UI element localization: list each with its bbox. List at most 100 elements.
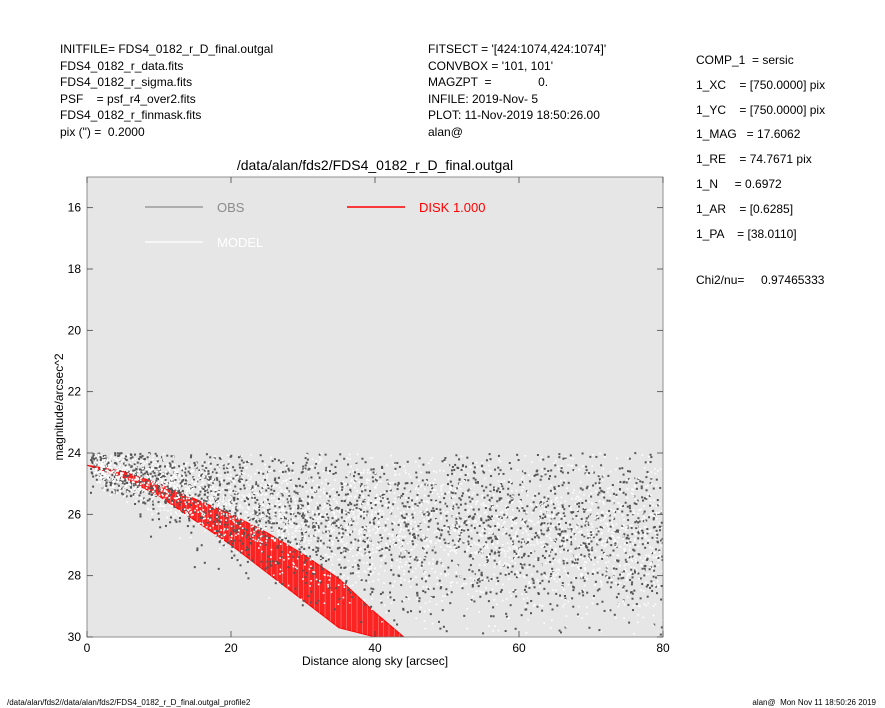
model-point [550,500,553,502]
obs-point [237,523,240,526]
model-point [622,535,625,537]
obs-point [202,488,205,491]
obs-point [624,501,627,504]
obs-point [315,521,318,524]
obs-point [222,505,225,508]
obs-point [310,590,313,593]
model-point [186,490,189,492]
obs-point [546,543,549,546]
model-point [440,517,442,520]
model-point [143,498,146,501]
model-point [456,514,459,516]
model-point [339,558,341,561]
model-point [501,544,504,546]
obs-point [543,556,546,559]
obs-point [406,501,409,504]
obs-point [490,475,493,478]
model-point [361,486,363,488]
model-point [425,483,428,486]
model-point [613,537,615,539]
model-point [173,497,176,499]
obs-point [480,571,483,574]
model-point [447,464,450,466]
model-point [112,490,115,492]
model-point [525,632,528,634]
obs-point [635,527,638,530]
model-point [542,525,545,528]
model-point [408,597,410,600]
model-point [296,525,299,528]
model-point [645,581,647,583]
model-point [585,473,588,475]
obs-point [654,576,657,579]
obs-point [363,511,366,514]
obs-point [313,534,316,537]
obs-point [320,563,323,566]
model-point [472,492,475,494]
obs-point [464,520,467,523]
model-point [476,466,479,468]
model-point [131,478,134,481]
obs-point [144,502,147,505]
model-point [139,479,142,482]
model-point [307,539,310,542]
obs-point [419,538,422,541]
model-point [294,535,296,537]
model-point [258,525,261,528]
obs-point [487,600,490,603]
obs-point [304,581,307,584]
model-point [392,542,395,545]
obs-point [297,511,300,514]
model-point [97,456,99,458]
model-point [327,556,329,559]
model-point [618,536,621,539]
obs-point [651,536,654,539]
obs-point [459,517,462,520]
model-point [275,503,277,506]
model-point [655,538,657,541]
obs-point [489,458,492,461]
model-point [394,473,397,476]
obs-point [176,472,179,475]
obs-point [349,572,352,575]
obs-point [269,560,272,563]
model-point [193,477,195,479]
model-point [338,536,341,539]
model-point [661,510,663,512]
obs-point [245,479,248,482]
obs-point [177,492,180,495]
model-point [396,535,399,537]
model-point [647,462,650,464]
obs-point [392,573,395,576]
model-point [556,500,559,503]
obs-point [562,512,565,515]
obs-point [594,482,597,485]
model-point [313,486,316,489]
obs-point [626,514,629,517]
model-point [391,534,394,536]
model-point [491,505,494,508]
model-point [573,489,575,492]
model-point [252,492,255,494]
model-point [281,529,283,532]
obs-point [585,517,588,520]
obs-point [329,495,332,498]
model-point [149,474,152,477]
model-point [130,490,133,492]
obs-point [560,539,563,542]
obs-point [628,504,631,507]
obs-point [128,463,131,466]
model-point [350,480,352,482]
model-point [464,517,467,519]
obs-point [652,517,655,520]
obs-point [504,630,507,633]
model-point [343,543,346,546]
obs-point [293,571,296,574]
model-point [349,532,352,534]
obs-point [365,514,368,517]
obs-point [294,484,297,487]
obs-point [570,528,573,531]
model-point [393,543,396,546]
model-point [247,484,250,486]
model-point [509,483,511,486]
